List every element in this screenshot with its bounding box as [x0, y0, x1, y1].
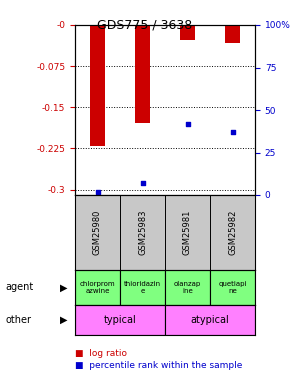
Text: GSM25983: GSM25983: [138, 210, 147, 255]
Bar: [90, 25, 105, 146]
Bar: [210, 270, 255, 305]
Text: olanzap
ine: olanzap ine: [174, 281, 201, 294]
Text: GSM25982: GSM25982: [228, 210, 237, 255]
Text: thioridazin
e: thioridazin e: [124, 281, 161, 294]
Text: other: other: [6, 315, 32, 325]
Text: GDS775 / 3638: GDS775 / 3638: [97, 18, 193, 31]
Text: GSM25981: GSM25981: [183, 210, 192, 255]
Text: atypical: atypical: [191, 315, 229, 325]
Bar: [225, 25, 240, 43]
Bar: [165, 270, 210, 305]
Bar: [165, 305, 255, 335]
Point: [185, 121, 190, 127]
Point: [95, 189, 100, 195]
Bar: [75, 305, 165, 335]
Text: ■  percentile rank within the sample: ■ percentile rank within the sample: [75, 361, 242, 370]
Bar: [135, 25, 151, 123]
Point: [140, 180, 145, 186]
Bar: [75, 270, 120, 305]
Text: GSM25980: GSM25980: [93, 210, 102, 255]
Bar: [180, 25, 195, 40]
Text: ▶: ▶: [60, 315, 68, 325]
Point: [230, 129, 235, 135]
Text: agent: agent: [6, 282, 34, 292]
Text: ■  log ratio: ■ log ratio: [75, 350, 127, 358]
Text: ▶: ▶: [60, 282, 68, 292]
Text: typical: typical: [104, 315, 136, 325]
Bar: [120, 270, 165, 305]
Text: quetiapi
ne: quetiapi ne: [218, 281, 247, 294]
Text: chlorprom
azwine: chlorprom azwine: [80, 281, 115, 294]
